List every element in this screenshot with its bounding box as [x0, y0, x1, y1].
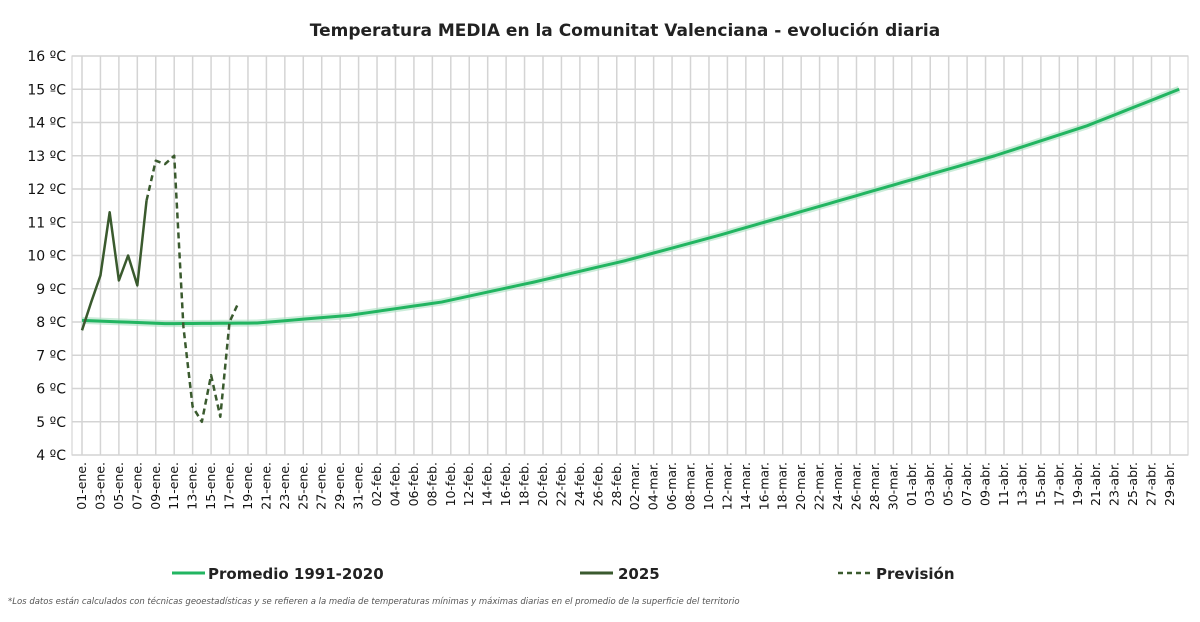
x-tick-label: 05-abr. [941, 462, 956, 506]
x-tick-label: 22-feb. [553, 462, 568, 506]
x-tick-label: 03-ene. [92, 462, 107, 510]
x-tick-label: 08-feb. [424, 462, 439, 506]
x-tick-label: 30-mar. [885, 462, 900, 510]
y-tick-label: 13 ºC [27, 149, 66, 165]
x-tick-label: 07-abr. [959, 462, 974, 506]
x-tick-label: 18-feb. [517, 462, 532, 506]
x-tick-label: 28-mar. [867, 462, 882, 510]
x-tick-label: 31-ene. [351, 462, 366, 510]
x-tick-label: 05-ene. [111, 462, 126, 510]
x-tick-label: 21-ene. [258, 462, 273, 510]
y-tick-label: 16 ºC [27, 49, 66, 65]
legend: Promedio 1991-2020 2025 Previsión [172, 565, 955, 583]
x-tick-label: 29-abr. [1162, 462, 1177, 506]
x-tick-label: 09-abr. [978, 462, 993, 506]
chart-title: Temperatura MEDIA en la Comunitat Valenc… [310, 21, 940, 41]
y-tick-label: 6 ºC [36, 382, 66, 398]
x-tick-label: 12-feb. [461, 462, 476, 506]
x-tick-label: 04-feb. [387, 462, 402, 506]
y-tick-label: 5 ºC [36, 415, 66, 431]
y-tick-label: 12 ºC [27, 182, 66, 198]
y-tick-label: 10 ºC [27, 249, 66, 265]
x-tick-label: 23-abr. [1107, 462, 1122, 506]
x-tick-label: 11-ene. [166, 462, 181, 510]
x-tick-label: 08-mar. [683, 462, 698, 510]
x-tick-label: 21-abr. [1088, 462, 1103, 506]
x-tick-label: 27-ene. [314, 462, 329, 510]
x-tick-label: 28-feb. [609, 462, 624, 506]
y-tick-label: 11 ºC [27, 215, 66, 231]
x-tick-label: 20-feb. [535, 462, 550, 506]
x-tick-label: 14-mar. [738, 462, 753, 510]
x-tick-label: 13-ene. [185, 462, 200, 510]
grid [71, 55, 1189, 456]
series-lines [80, 85, 1181, 423]
x-tick-label: 07-ene. [129, 462, 144, 510]
x-tick-label: 03-abr. [922, 462, 937, 506]
x-tick-label: 06-feb. [406, 462, 421, 506]
legend-label-prevision: Previsión [876, 565, 955, 583]
x-tick-label: 16-mar. [756, 462, 771, 510]
legend-label-promedio: Promedio 1991-2020 [208, 565, 384, 583]
x-tick-label: 25-ene. [295, 462, 310, 510]
x-tick-label: 13-abr. [1014, 462, 1029, 506]
x-tick-label: 23-ene. [277, 462, 292, 510]
x-tick-label: 22-mar. [812, 462, 827, 510]
x-tick-label: 17-ene. [222, 462, 237, 510]
x-tick-label: 10-feb. [443, 462, 458, 506]
x-tick-label: 01-ene. [74, 462, 89, 510]
x-tick-label: 04-mar. [646, 462, 661, 510]
x-tick-label: 14-feb. [480, 462, 495, 506]
x-tick-label: 26-mar. [848, 462, 863, 510]
x-tick-label: 09-ene. [148, 462, 163, 510]
x-tick-label: 27-abr. [1144, 462, 1159, 506]
footnote: *Los datos están calculados con técnicas… [8, 596, 740, 607]
series-line-2025 [80, 200, 148, 331]
y-tick-label: 9 ºC [36, 282, 66, 298]
y-axis: 4 ºC 5 ºC 6 ºC 7 ºC 8 ºC 9 ºC 10 ºC 11 ºC 12 ºC 1… [27, 49, 66, 464]
x-tick-label: 06-mar. [664, 462, 679, 510]
x-tick-label: 11-abr. [996, 462, 1011, 506]
x-axis: 01-ene. 03-ene. 05-ene. 07-ene. 09-ene. 11-en… [74, 462, 1177, 510]
x-tick-label: 24-mar. [830, 462, 845, 510]
x-tick-label: 26-feb. [590, 462, 605, 506]
x-tick-label: 01-abr. [904, 462, 919, 506]
legend-label-2025: 2025 [618, 565, 660, 583]
x-tick-label: 17-abr. [1051, 462, 1066, 506]
x-tick-label: 29-ene. [332, 462, 347, 510]
y-tick-label: 4 ºC [36, 448, 66, 464]
x-tick-label: 20-mar. [793, 462, 808, 510]
x-tick-label: 02-feb. [369, 462, 384, 506]
x-tick-label: 15-abr. [1033, 462, 1048, 506]
x-tick-label: 15-ene. [203, 462, 218, 510]
x-tick-label: 10-mar. [701, 462, 716, 510]
y-tick-label: 14 ºC [27, 116, 66, 132]
x-tick-label: 12-mar. [719, 462, 734, 510]
x-tick-label: 25-abr. [1125, 462, 1140, 506]
y-tick-label: 15 ºC [27, 82, 66, 98]
series-line-prevision [145, 154, 240, 423]
x-tick-label: 19-abr. [1070, 462, 1085, 506]
x-tick-label: 16-feb. [498, 462, 513, 506]
y-tick-label: 7 ºC [36, 348, 66, 364]
y-tick-label: 8 ºC [36, 315, 66, 331]
x-tick-label: 02-mar. [627, 462, 642, 510]
x-tick-label: 24-feb. [572, 462, 587, 506]
x-tick-label: 19-ene. [240, 462, 255, 510]
x-tick-label: 18-mar. [775, 462, 790, 510]
series-line-promedio [81, 87, 1180, 326]
